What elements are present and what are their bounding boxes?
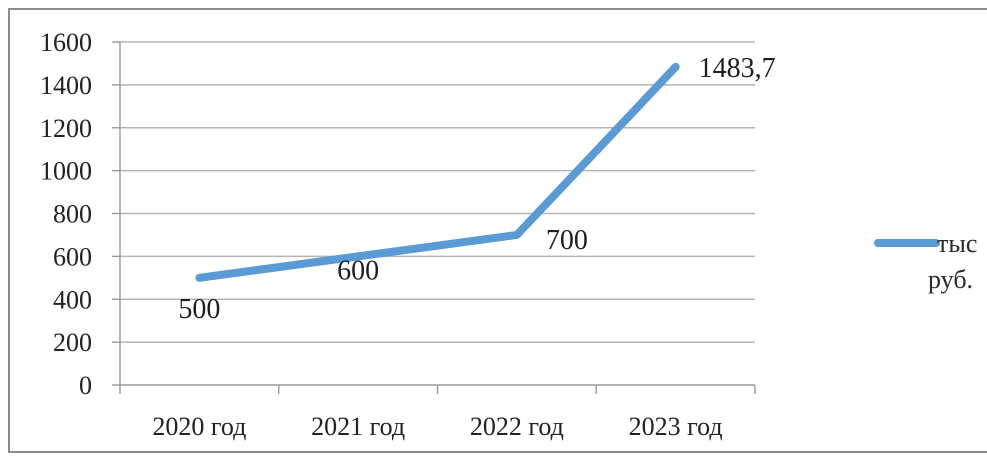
y-tick-label: 800 [53, 200, 92, 229]
data-label: 600 [337, 255, 379, 286]
y-axis: 0 200 400 600 800 1000 1200 1400 1600 [40, 28, 121, 400]
x-tick-label: 2021 год [311, 412, 405, 441]
series-line [195, 62, 680, 282]
y-tick-label: 400 [53, 285, 92, 314]
legend-label-line1: тыс [937, 229, 977, 258]
y-tick-label: 0 [79, 371, 92, 400]
data-label: 1483,7 [699, 53, 776, 84]
data-label: 700 [546, 225, 588, 256]
x-tick-label: 2020 год [152, 412, 246, 441]
y-tick-label: 600 [53, 242, 92, 271]
data-label: 500 [178, 294, 220, 325]
y-tick-label: 1600 [40, 28, 92, 57]
y-tick-label: 200 [53, 328, 92, 357]
x-tick-label: 2023 год [629, 412, 723, 441]
chart-frame [8, 8, 987, 453]
y-tick-label: 1200 [40, 114, 92, 143]
x-axis: 2020 год 2021 год 2022 год 2023 год [119, 384, 756, 441]
gridlines [120, 41, 755, 343]
legend: тыс руб. [874, 229, 977, 294]
x-tick-label: 2022 год [470, 412, 564, 441]
series-group [195, 62, 680, 282]
y-tick-label: 1400 [40, 71, 92, 100]
data-labels: 500 600 700 1483,7 [178, 53, 775, 325]
y-tick-label: 1000 [40, 157, 92, 186]
legend-label-line2: руб. [928, 265, 973, 294]
